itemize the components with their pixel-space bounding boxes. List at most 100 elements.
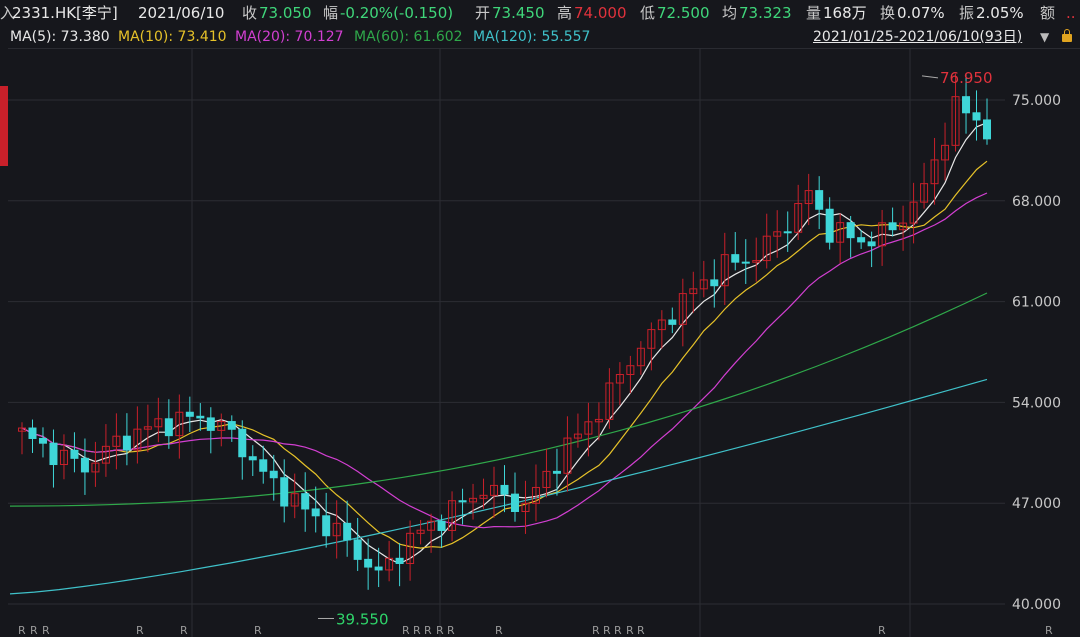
r-marker: R: [495, 624, 503, 637]
close-value: 73.050: [259, 4, 312, 22]
candle-body: [101, 445, 110, 464]
candle-body: [322, 515, 331, 537]
candle-body: [332, 522, 341, 537]
turnover-label: 换: [880, 4, 896, 22]
candle-body: [28, 427, 37, 439]
date-range-label[interactable]: 2021/01/25-2021/06/10(93日): [813, 29, 1023, 45]
candle-body: [962, 96, 971, 114]
avg-label: 均: [722, 4, 738, 22]
high-value: 74.000: [574, 4, 627, 22]
candle-body: [374, 566, 383, 571]
date-label: 2021/06/10: [138, 4, 225, 22]
max-pointer: [921, 75, 939, 79]
candle-body: [636, 347, 645, 367]
candle-body: [500, 484, 509, 495]
candle-body: [668, 319, 677, 325]
candle-body: [311, 508, 320, 517]
candle-body: [752, 260, 761, 263]
extreme-markers: 76.950 39.550: [318, 69, 993, 628]
lock-icon[interactable]: [1062, 29, 1072, 42]
candle-body: [49, 442, 58, 466]
left-side-tabs[interactable]: [0, 48, 8, 637]
amplitude-value: 2.05%: [976, 4, 1024, 22]
candle-body: [888, 222, 897, 231]
candle-body: [584, 421, 593, 435]
close-label: 收: [242, 4, 258, 22]
candle-body: [867, 241, 876, 247]
open-value: 73.450: [492, 4, 545, 22]
candle-body: [385, 557, 394, 571]
active-tab-marker[interactable]: [0, 86, 8, 166]
r-marker: R: [637, 624, 645, 637]
candle-body: [825, 208, 834, 243]
ma5-label: MA(5): 73.380: [10, 29, 110, 45]
candle-body: [762, 235, 771, 262]
candle-body: [773, 231, 782, 237]
candlestick-chart[interactable]: 75.000 68.000 61.000 54.000 47.000 40.000 76.…: [0, 48, 1080, 637]
candle-body: [364, 558, 373, 568]
candle-body: [70, 449, 79, 459]
candle-body: [573, 433, 582, 439]
candle-body: [930, 159, 939, 185]
candle-body: [531, 486, 540, 504]
candle-body: [290, 493, 299, 507]
y-tick-label: 61.000: [1012, 295, 1061, 311]
r-marker: R: [180, 624, 188, 637]
amplitude-label: 振: [959, 4, 975, 22]
candle-body: [227, 421, 236, 430]
candle-body: [510, 493, 519, 512]
r-marker: R: [436, 624, 444, 637]
candle-body: [741, 261, 750, 264]
candle-body: [899, 222, 908, 231]
candles: [18, 73, 991, 590]
candle-body: [972, 112, 981, 121]
candle-body: [427, 520, 436, 531]
ma60-line: [9, 292, 988, 507]
candle-body: [269, 470, 278, 479]
candle-body: [479, 494, 488, 499]
candle-body: [164, 418, 173, 437]
r-marker: R: [42, 624, 50, 637]
r-marker: R: [413, 624, 421, 637]
low-label: 低: [640, 4, 656, 22]
candle-body: [941, 144, 950, 161]
r-marker: R: [447, 624, 455, 637]
candle-body: [458, 500, 467, 503]
candle-body: [605, 382, 614, 420]
symbol-label[interactable]: 2331.HK[李宁]: [12, 4, 118, 22]
change-label: 幅: [323, 4, 339, 22]
more-icon[interactable]: ..: [1066, 4, 1076, 22]
candle-body: [521, 502, 530, 512]
candle-body: [626, 365, 635, 376]
low-value: 72.500: [657, 4, 710, 22]
candle-body: [133, 428, 142, 451]
r-marker: R: [30, 624, 38, 637]
candle-body: [448, 500, 457, 531]
candle-body: [720, 254, 729, 287]
r-marker: R: [878, 624, 886, 637]
r-marker: R: [592, 624, 600, 637]
change-value: -0.20%(-0.150): [340, 4, 454, 22]
ma120-line: [9, 378, 988, 595]
candle-body: [280, 477, 289, 507]
candle-body: [678, 293, 687, 325]
y-axis: 75.000 68.000 61.000 54.000 47.000 40.000: [1012, 93, 1061, 613]
y-tick-label: 40.000: [1012, 597, 1061, 613]
chevron-down-icon[interactable]: ▼: [1040, 30, 1050, 44]
r-marker: R: [402, 624, 410, 637]
candle-body: [196, 415, 205, 419]
y-tick-label: 54.000: [1012, 395, 1061, 411]
candle-body: [846, 222, 855, 239]
candle-body: [38, 437, 47, 444]
r-marker: R: [254, 624, 262, 637]
min-label: 39.550: [336, 610, 389, 628]
y-tick-label: 75.000: [1012, 93, 1061, 109]
ma20-label: MA(20): 70.127: [235, 29, 344, 45]
candle-body: [353, 539, 362, 560]
candle-body: [563, 437, 572, 474]
r-marker: R: [626, 624, 634, 637]
ma-legend: MA(5): 73.380 MA(10): 73.410 MA(20): 70.…: [0, 26, 1080, 49]
gridlines: [8, 48, 1005, 637]
left-edge-glyph: 入: [0, 4, 16, 22]
